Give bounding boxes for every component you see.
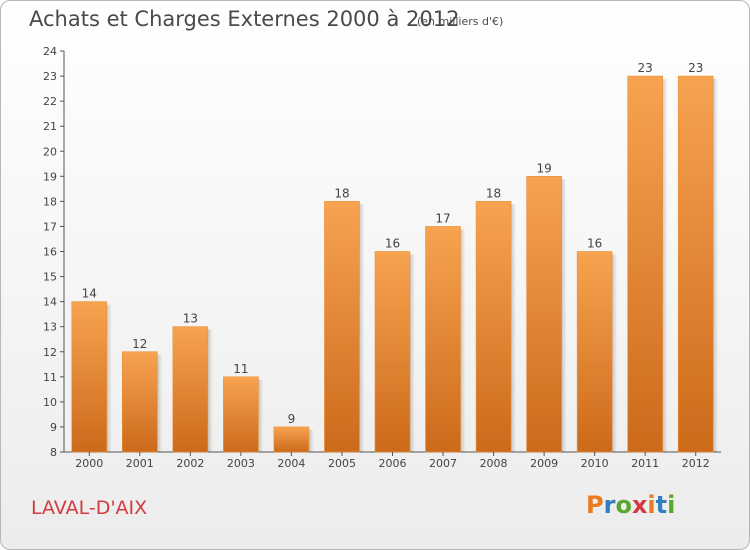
bar-shadow [662,79,668,452]
y-tick-label: 19 [43,170,57,183]
logo-letter: i [667,491,676,519]
y-tick-label: 15 [43,271,57,284]
bar-shadow [612,254,618,452]
bar-shadow [106,304,112,452]
bar-shadow [460,229,466,452]
bar-shadow [258,379,264,452]
logo-letter: i [647,491,656,519]
chart-subtitle: (en milliers d'€) [417,15,504,28]
data-label-2010: 16 [587,237,602,251]
bar-shadow [207,329,213,452]
data-label-2002: 13 [183,312,198,326]
y-tick-label: 18 [43,195,57,208]
x-tick-label: 2009 [530,457,558,470]
logo-letter: P [586,491,604,519]
y-tick-label: 13 [43,321,57,334]
bar-2001 [122,351,158,453]
place-name: LAVAL-D'AIX [31,497,148,519]
data-label-2006: 16 [385,237,400,251]
bar-2004 [273,426,310,453]
x-tick-label: 2006 [379,457,407,470]
bar-2012 [677,75,714,453]
x-tick-label: 2003 [227,457,255,470]
bar-shadow [308,429,314,452]
y-tick-label: 11 [43,371,57,384]
bar-2007 [425,226,461,453]
x-tick-label: 2012 [682,457,710,470]
y-tick-label: 14 [43,296,57,309]
y-tick-label: 16 [43,246,57,259]
x-tick-label: 2007 [429,457,457,470]
y-tick-label: 8 [50,446,57,459]
logo-letter: x [631,491,648,519]
data-label-2007: 17 [435,211,450,225]
chart-title: Achats et Charges Externes 2000 à 2012 [29,7,460,31]
bar-2005 [324,201,360,453]
bar-2002 [172,326,209,453]
data-label-2001: 12 [132,337,147,351]
y-tick-label: 24 [43,45,57,58]
y-tick-label: 23 [43,70,57,83]
logo-letter: t [655,491,668,519]
bar-shadow [713,79,719,452]
bar-2003 [223,376,259,453]
data-label-2008: 18 [486,186,501,200]
bar-2011 [627,75,663,453]
x-tick-label: 2001 [126,457,154,470]
x-tick-label: 2002 [176,457,204,470]
data-label-2012: 23 [688,61,703,75]
bar-2000 [71,301,108,453]
x-tick-label: 2000 [75,457,103,470]
logo-letter: o [615,491,632,519]
y-tick-label: 12 [43,346,57,359]
y-tick-label: 17 [43,220,57,233]
bar-2008 [475,201,512,453]
x-tick-label: 2011 [631,457,659,470]
y-tick-label: 22 [43,95,57,108]
y-tick-label: 10 [43,396,57,409]
bar-2006 [374,251,411,453]
data-label-2000: 14 [82,287,97,301]
logo-letter: r [603,491,616,519]
y-tick-label: 21 [43,120,57,133]
data-label-2011: 23 [638,61,653,75]
data-label-2003: 11 [233,362,248,376]
bar-2009 [526,176,562,453]
bar-chart: 8 9 10 11 12 13 14 15 16 17 18 19 20 21 22 23 24 14 12 13 1… [43,45,721,470]
bar-shadow [359,204,365,452]
proxiti-logo: Proxiti [586,491,675,519]
bar-2010 [576,251,613,453]
x-tick-label: 2004 [277,457,305,470]
bar-shadow [511,204,517,452]
bar-shadow [561,179,567,452]
x-tick-label: 2010 [581,457,609,470]
y-tick-label: 9 [50,421,57,434]
y-tick-label: 20 [43,145,57,158]
data-label-2005: 18 [334,186,349,200]
bar-shadow [157,354,163,452]
bar-shadow [410,254,415,452]
data-label-2009: 19 [536,161,551,175]
x-tick-label: 2008 [480,457,508,470]
x-tick-label: 2005 [328,457,356,470]
data-label-2004: 9 [288,412,296,426]
